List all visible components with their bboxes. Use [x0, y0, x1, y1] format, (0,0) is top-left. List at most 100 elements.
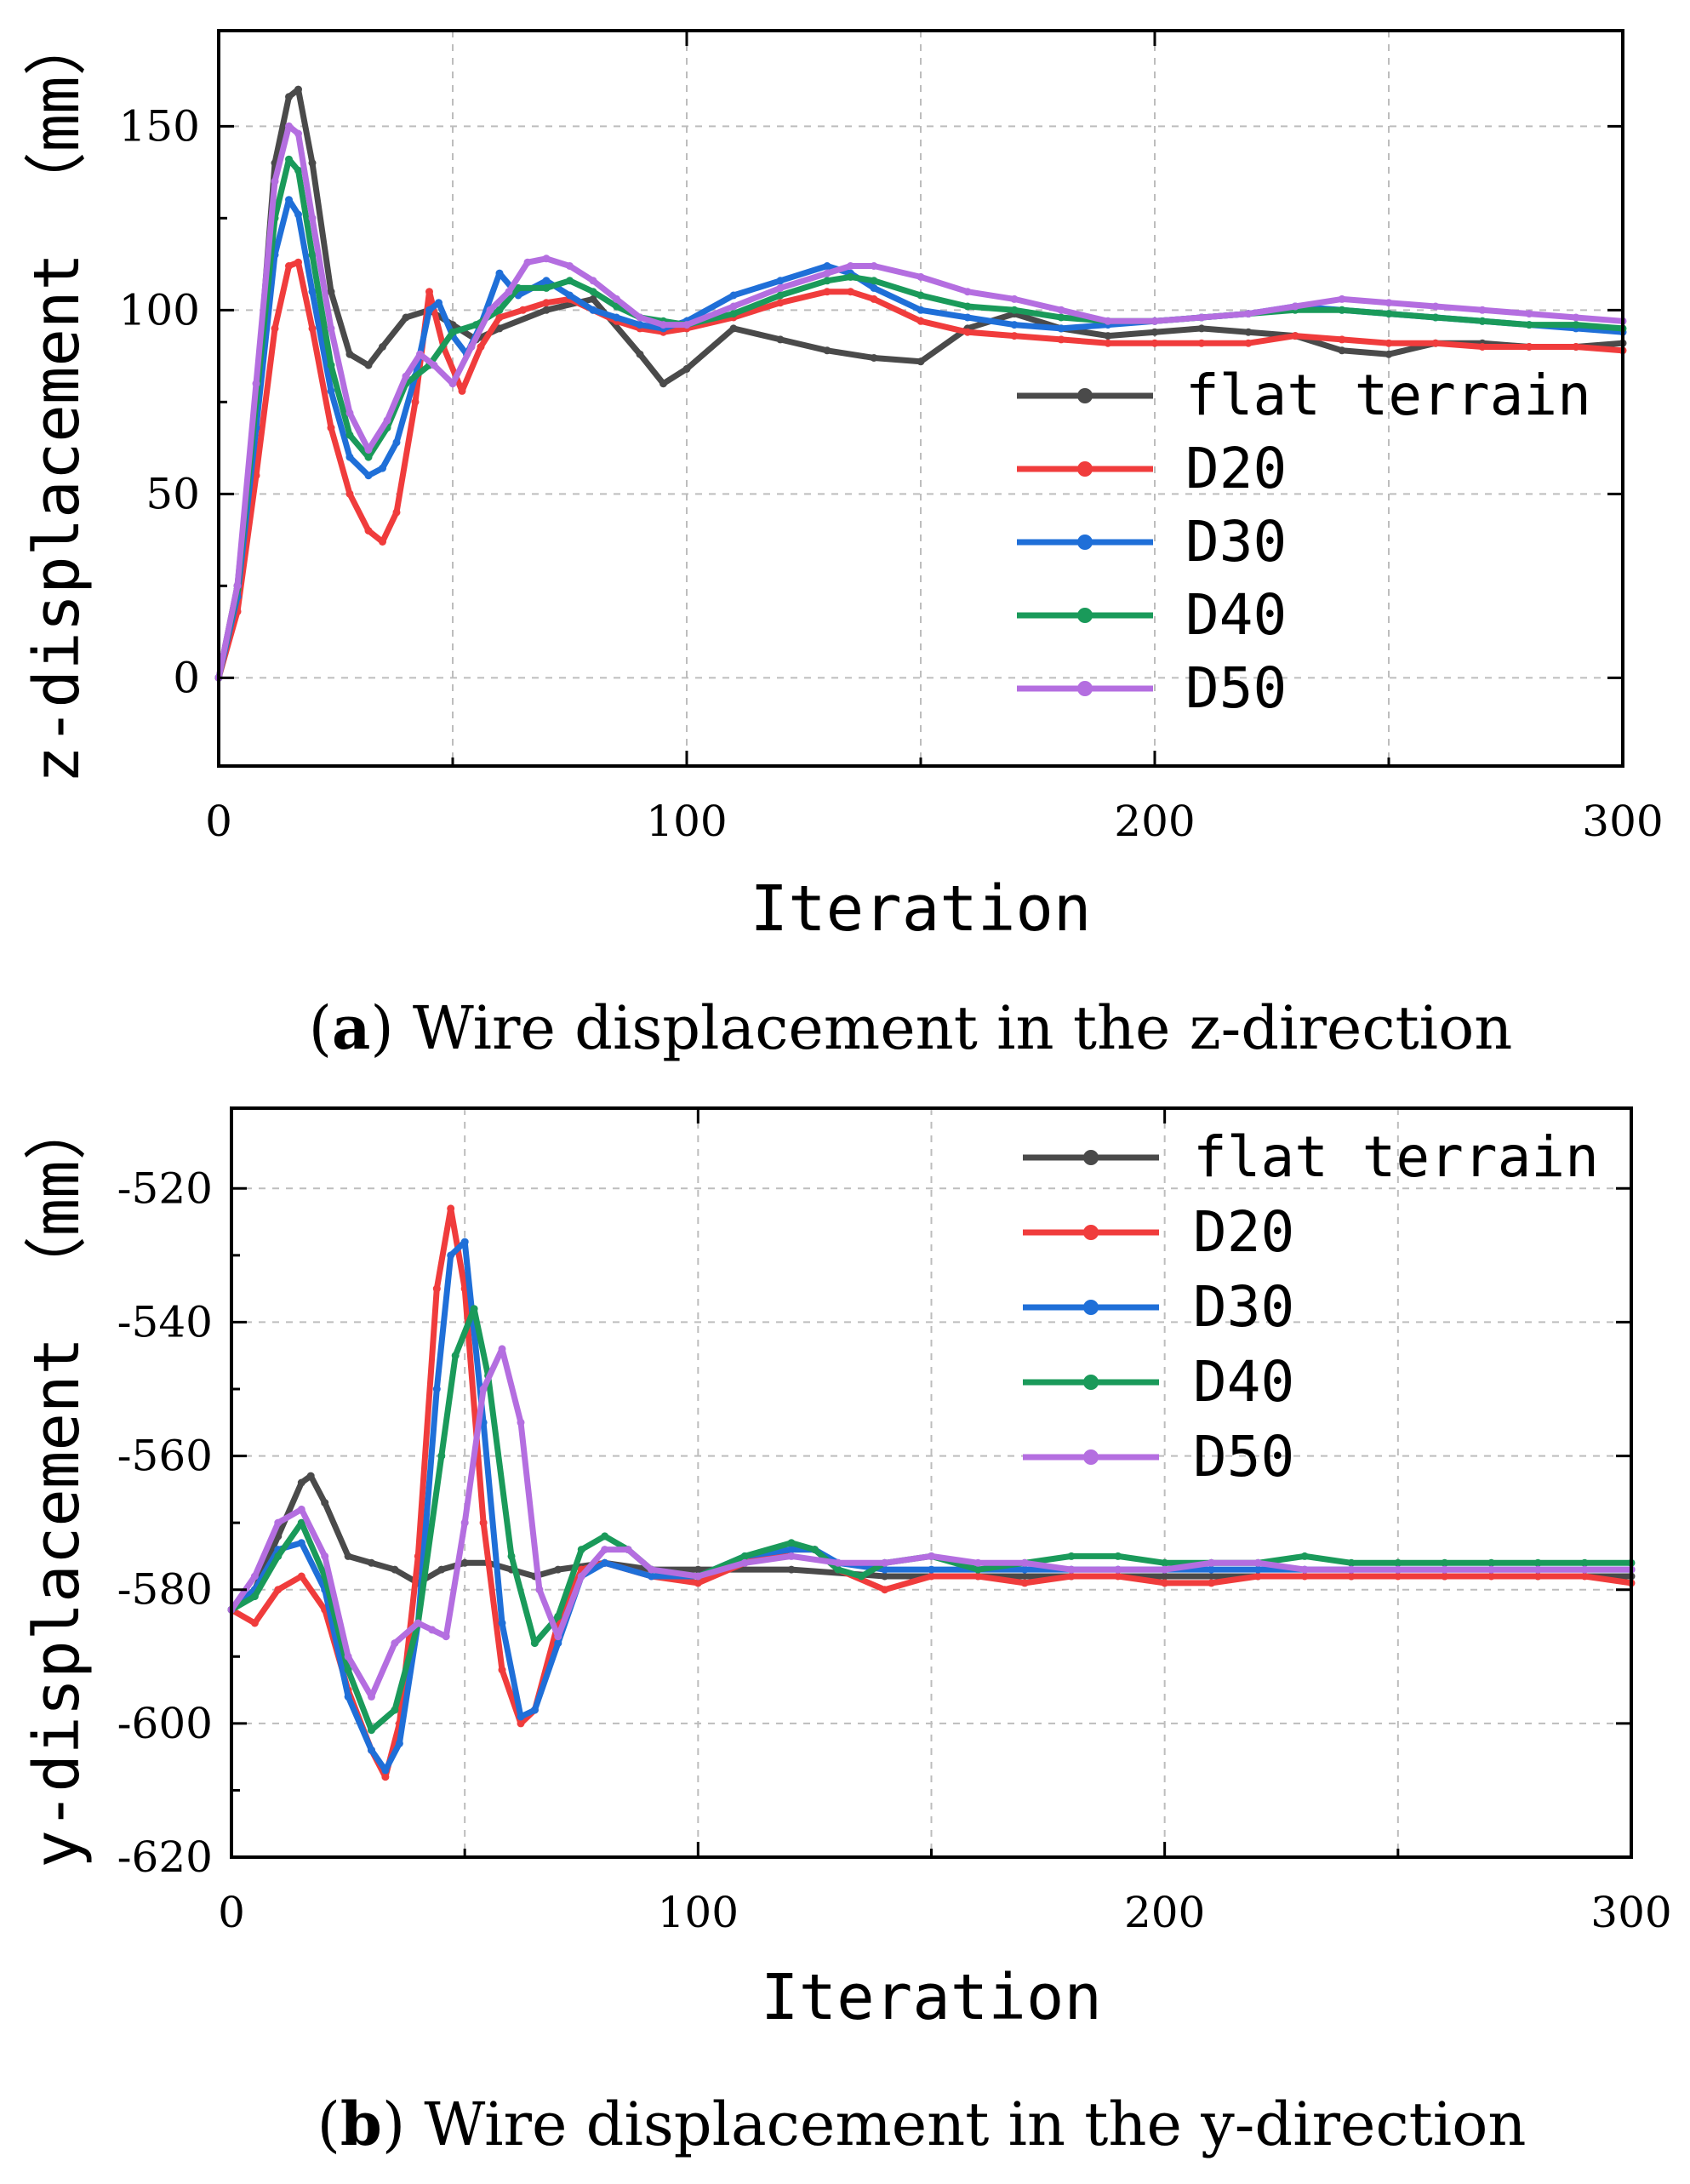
x-axis-title: Iteration [761, 1961, 1102, 2034]
data-point [498, 1345, 506, 1353]
data-point [294, 258, 302, 266]
data-point [308, 214, 317, 222]
data-point [589, 306, 597, 314]
data-point [823, 288, 831, 296]
data-point [308, 251, 317, 259]
data-point [432, 1385, 441, 1393]
data-point [297, 1518, 305, 1527]
legend-marker [1077, 461, 1093, 477]
data-point [870, 294, 878, 303]
x-tick-label: 200 [1114, 797, 1195, 846]
data-point [530, 1706, 539, 1714]
data-point [776, 277, 785, 285]
data-point [1197, 313, 1206, 322]
data-point [1067, 1565, 1076, 1574]
data-point [729, 310, 738, 318]
data-point [1533, 1565, 1542, 1574]
data-point [364, 446, 373, 454]
data-point [1067, 1572, 1076, 1581]
data-point [252, 380, 260, 388]
data-point [1161, 1579, 1169, 1587]
legend-label: D40 [1193, 1349, 1294, 1415]
data-point [823, 262, 831, 270]
data-point [344, 1552, 352, 1560]
data-point [810, 1546, 819, 1554]
data-point [294, 210, 302, 219]
data-point [1338, 346, 1346, 355]
data-point [823, 277, 831, 285]
y-tick-label: -560 [117, 1432, 213, 1481]
data-point [1300, 1552, 1309, 1560]
data-point [345, 489, 354, 498]
data-point [542, 299, 551, 307]
data-point [776, 283, 785, 292]
data-point [364, 527, 373, 535]
data-point [1057, 306, 1065, 314]
x-axis-title: Iteration [751, 872, 1092, 946]
data-point [1020, 1558, 1029, 1567]
data-point [834, 1565, 842, 1574]
data-point [1161, 1558, 1169, 1567]
x-tick-label: 0 [218, 1888, 245, 1937]
data-point [729, 291, 738, 300]
data-point [447, 1204, 455, 1213]
data-point [294, 129, 302, 138]
data-point [776, 291, 785, 300]
data-point [414, 1619, 422, 1627]
data-point [327, 361, 335, 369]
data-point [460, 1238, 469, 1246]
x-tick-label: 100 [658, 1888, 739, 1937]
x-tick-label: 300 [1582, 797, 1663, 846]
data-point [345, 431, 354, 439]
data-point [1338, 335, 1346, 344]
data-point [1487, 1558, 1495, 1567]
data-point [391, 1565, 399, 1574]
data-point [379, 464, 386, 472]
data-point [447, 1251, 455, 1260]
data-point [285, 155, 293, 163]
data-point [1441, 1558, 1449, 1567]
data-point [1441, 1572, 1449, 1581]
data-point [1338, 294, 1346, 303]
data-point [395, 1739, 403, 1747]
legend-label: D20 [1185, 436, 1287, 501]
data-point [589, 288, 597, 296]
legend-marker [1077, 535, 1093, 550]
data-point [1150, 317, 1159, 325]
data-point [392, 438, 401, 447]
data-point [1020, 1579, 1029, 1587]
data-point [1244, 328, 1253, 336]
data-point [379, 538, 386, 546]
data-point [1161, 1565, 1169, 1574]
data-point [1010, 306, 1019, 314]
data-point [1208, 1558, 1215, 1567]
data-point [1572, 321, 1580, 329]
data-point [364, 453, 373, 461]
legend-marker [1077, 388, 1093, 403]
data-point [1253, 1558, 1262, 1567]
data-point [659, 380, 667, 388]
data-point [963, 288, 972, 296]
data-point [535, 1586, 544, 1594]
data-point [368, 1692, 375, 1701]
data-point [1580, 1565, 1589, 1574]
data-point [963, 328, 972, 336]
data-point [1291, 302, 1299, 311]
y-tick-label: -620 [117, 1832, 213, 1882]
data-point [740, 1552, 749, 1560]
data-point [308, 324, 317, 333]
data-point [416, 350, 424, 358]
data-point [881, 1558, 889, 1567]
data-point [787, 1565, 796, 1574]
data-point [507, 1552, 516, 1560]
data-point [1347, 1565, 1356, 1574]
data-point [648, 1572, 655, 1581]
data-point [729, 324, 738, 333]
data-point [458, 386, 466, 395]
legend-marker [1083, 1449, 1099, 1465]
data-point [589, 277, 597, 285]
panel-a-chart: (a) Wire displacement in the z-direction… [20, 13, 1664, 1063]
data-point [308, 288, 317, 296]
y-tick-label: -540 [117, 1297, 213, 1346]
